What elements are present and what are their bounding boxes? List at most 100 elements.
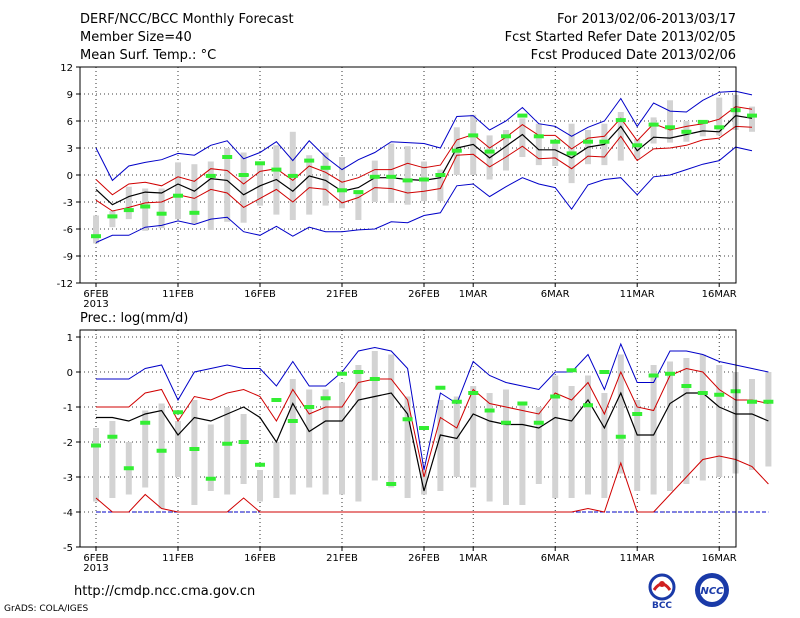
median-mark [238,440,249,444]
median-mark [566,151,577,156]
median-mark [255,462,265,467]
median-mark [615,118,626,123]
range-box [650,117,657,144]
median-mark [632,412,643,416]
range-box [667,100,673,143]
median-mark [173,193,183,198]
median-mark [173,410,183,415]
y-tick-label: -1 [63,403,73,414]
median-mark [517,401,528,406]
series-line-lower [95,125,753,212]
median-mark [271,167,282,172]
range-box [289,379,296,495]
range-box [93,428,99,502]
median-mark [681,129,692,134]
median-mark [435,385,446,390]
range-box [699,121,706,137]
median-mark [747,113,757,118]
median-mark [337,188,347,193]
range-box [142,188,149,231]
range-box [535,407,542,484]
range-box [388,143,395,203]
x-tick-label: 16FEB [244,289,276,300]
range-box [224,148,231,222]
range-box [683,358,690,484]
y-tick-label: -5 [63,543,73,554]
series-line-upper [95,106,753,196]
median-mark [304,158,315,163]
y-tick-label: -3 [63,473,73,484]
range-box [519,118,526,157]
range-box [109,421,116,498]
y-tick-label: 6 [67,117,73,128]
median-mark [665,125,675,130]
chart-title: DERF/NCC/BCC Monthly Forecast [80,12,294,27]
median-mark [484,149,495,154]
x-tick-label: 11MAR [620,553,655,564]
median-mark [369,377,380,381]
median-mark [156,448,167,453]
x-tick-label: 6FEB [83,553,108,564]
series-line-upper [96,367,769,478]
range-box [699,354,706,481]
median-mark [451,148,462,153]
plot-frame [79,329,737,548]
range-box [617,354,624,474]
median-mark [533,420,544,425]
range-box [191,400,198,505]
range-box [388,354,395,488]
x-tick-label: 6MAR [541,553,570,564]
y-tick-label: -2 [63,438,73,449]
range-box [207,424,214,491]
x-tick-year: 2013 [83,299,108,310]
range-box [257,470,263,502]
range-box [371,160,378,202]
median-mark [353,190,364,195]
range-box [634,139,641,159]
median-mark [648,122,659,127]
y-tick-label: 3 [67,144,73,155]
x-tick-label: 6MAR [541,289,570,300]
median-mark [566,368,577,373]
range-box [437,400,444,491]
range-box [355,193,362,220]
range-box [175,421,181,477]
range-box [552,375,559,498]
median-mark [402,178,413,183]
median-mark [501,420,511,425]
y-tick-label: -4 [63,508,73,519]
range-box [322,389,329,495]
series-line-mean [96,391,769,492]
range-box [503,130,509,171]
median-mark [402,417,413,422]
median-mark [648,373,659,378]
range-box [142,410,149,488]
median-mark [107,214,118,219]
median-mark [599,139,610,144]
range-box [175,162,181,220]
variable-label: Mean Surf. Temp.: °C [80,48,217,63]
forecast-start-date: Fcst Started Refer Date 2013/02/05 [504,30,736,45]
range-box [404,146,411,205]
range-box [273,442,280,498]
range-box [503,389,509,505]
source-url[interactable]: http://cmdp.ncc.cma.gov.cn [74,584,256,599]
median-mark [189,447,200,451]
median-mark [468,133,479,138]
range-box [716,365,723,477]
y-tick-label: -6 [63,225,73,236]
grads-credit: GrADS: COLA/IGES [4,604,89,614]
range-box [568,386,575,498]
median-mark [189,210,200,215]
range-box [470,386,477,488]
series-line-max [95,90,753,182]
median-mark [91,234,101,239]
median-mark [337,371,347,376]
median-mark [255,161,265,166]
median-mark [205,173,216,178]
median-mark [501,134,511,139]
range-box [585,375,591,495]
median-mark [140,420,151,425]
